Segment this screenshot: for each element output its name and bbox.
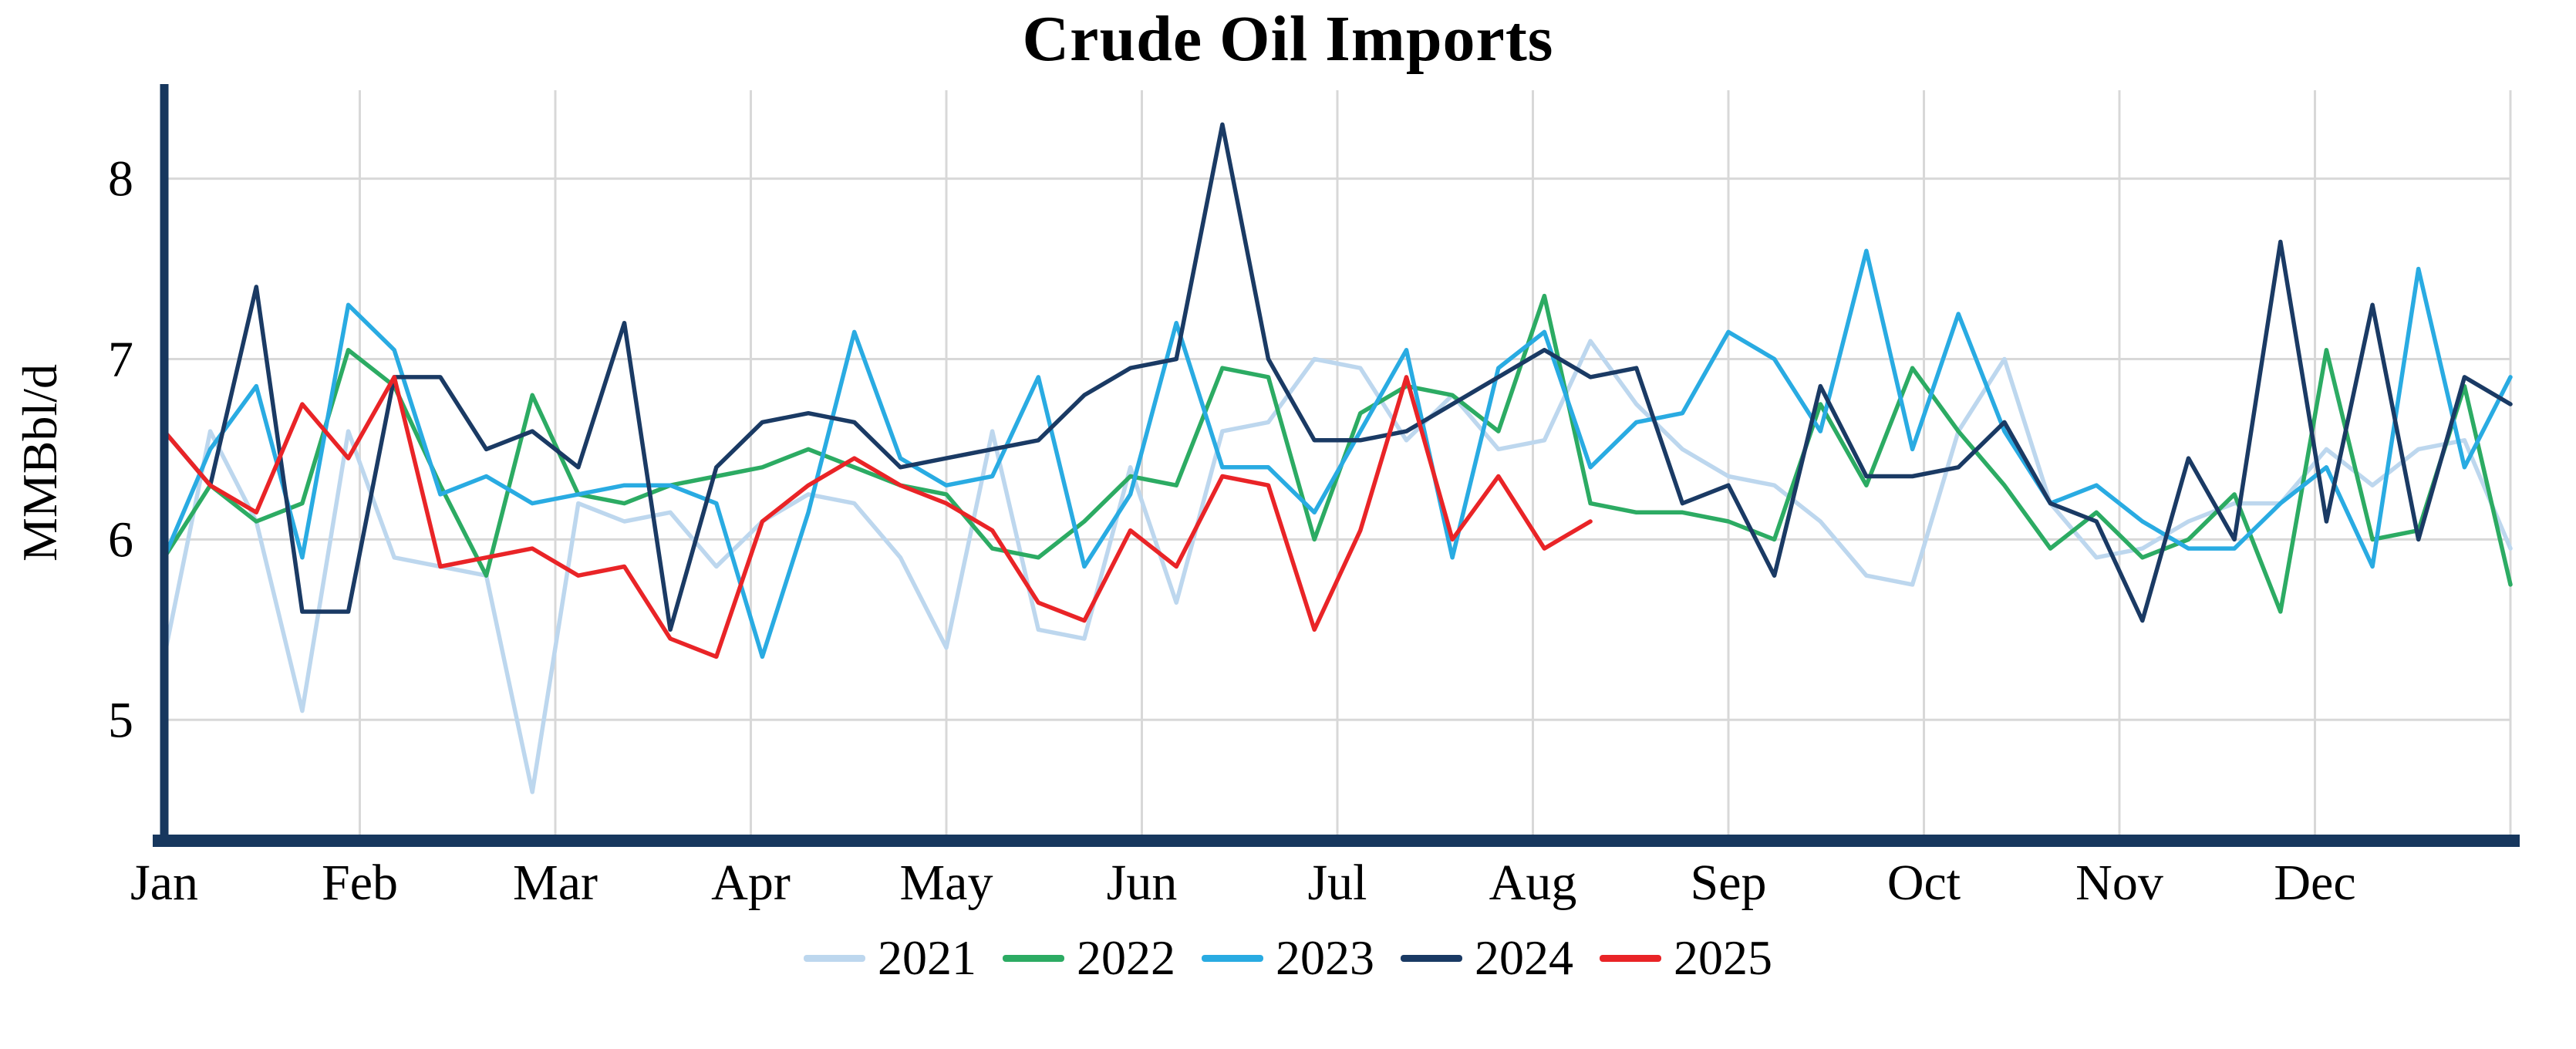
y-tick-label: 6 — [108, 511, 133, 568]
chart-legend: 2021 2022 2023 2024 2025 — [0, 929, 2576, 987]
gridlines — [163, 90, 2512, 841]
legend-label: 2025 — [1674, 930, 1772, 985]
series-line-2022 — [162, 293, 2513, 614]
legend-swatch-2021 — [804, 954, 865, 962]
x-tick-label: Jun — [1107, 855, 1178, 911]
legend-swatch-2024 — [1401, 954, 1462, 962]
y-tick-label: 8 — [108, 151, 133, 207]
series-line-2025 — [162, 375, 1593, 659]
legend-swatch-2023 — [1202, 954, 1263, 962]
x-tick-label: Aug — [1489, 855, 1577, 911]
legend-swatch-2022 — [1003, 954, 1064, 962]
x-tick-label: Nov — [2075, 855, 2163, 911]
y-tick-label: 5 — [108, 692, 133, 748]
legend-label: 2023 — [1276, 930, 1374, 985]
chart-title: Crude Oil Imports — [1022, 3, 1554, 75]
x-tick-label: Dec — [2274, 855, 2355, 911]
series-line-2021 — [162, 339, 2513, 794]
legend-item-2023: 2023 — [1202, 929, 1374, 987]
x-tick-label: Jan — [130, 855, 198, 911]
legend-label: 2022 — [1077, 930, 1175, 985]
series-line-2023 — [162, 248, 2513, 659]
x-tick-label: Sep — [1691, 855, 1767, 911]
x-tick-label: Jul — [1307, 855, 1367, 911]
legend-item-2022: 2022 — [1003, 929, 1175, 987]
x-tick-label: Feb — [322, 855, 398, 911]
x-tick-label: Oct — [1887, 855, 1961, 911]
legend-label: 2021 — [878, 930, 976, 985]
legend-item-2024: 2024 — [1401, 929, 1573, 987]
legend-item-2025: 2025 — [1600, 929, 1772, 987]
legend-label: 2024 — [1475, 930, 1573, 985]
x-tick-label: Apr — [711, 855, 791, 911]
legend-swatch-2025 — [1600, 954, 1661, 962]
series-line-2024 — [162, 122, 2513, 632]
legend-item-2021: 2021 — [804, 929, 976, 987]
x-tick-label: May — [900, 855, 993, 911]
x-tick-label: Mar — [513, 855, 598, 911]
y-tick-label: 7 — [108, 332, 133, 388]
